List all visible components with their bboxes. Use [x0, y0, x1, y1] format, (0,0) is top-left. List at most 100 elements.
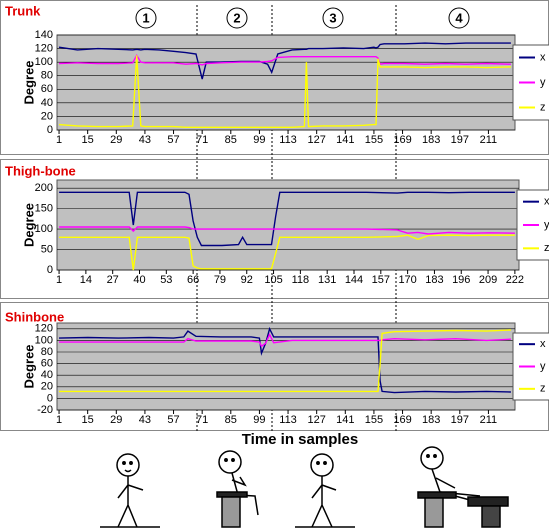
legend-label: y — [544, 219, 549, 231]
x-tick-label: 222 — [506, 274, 524, 286]
x-tick-label: 66 — [187, 274, 199, 286]
x-tick-label: 183 — [425, 274, 443, 286]
x-tick-label: 105 — [264, 274, 282, 286]
plot-area — [56, 322, 516, 411]
chart-title: Trunk — [5, 3, 41, 18]
y-tick-label: 200 — [35, 182, 53, 194]
y-tick-label: 20 — [41, 381, 53, 393]
y-tick-label: 0 — [47, 264, 53, 276]
x-tick-label: 183 — [422, 414, 440, 426]
series-line — [58, 326, 511, 394]
y-tick-label: 120 — [35, 323, 53, 335]
x-tick-label: 14 — [80, 274, 92, 286]
x-tick-label: 92 — [241, 274, 253, 286]
x-tick-label: 85 — [225, 134, 237, 146]
x-axis-title: Time in samples — [242, 431, 358, 448]
series-line — [58, 53, 511, 66]
x-tick-label: 113 — [279, 414, 297, 426]
series-line — [59, 191, 515, 247]
x-tick-label: 29 — [110, 414, 122, 426]
x-tick-label: 57 — [167, 134, 179, 146]
x-tick-label: 85 — [225, 414, 237, 426]
x-tick-label: 155 — [365, 134, 383, 146]
y-tick-label: 80 — [41, 346, 53, 358]
x-tick-label: 157 — [372, 274, 390, 286]
x-tick-label: 170 — [398, 274, 416, 286]
y-tick-label: 80 — [41, 70, 53, 82]
y-tick-label: 0 — [47, 392, 53, 404]
x-tick-label: 57 — [167, 414, 179, 426]
x-tick-label: 29 — [110, 134, 122, 146]
x-tick-label: 15 — [82, 414, 94, 426]
phase-circle — [448, 7, 470, 29]
x-tick-label: 71 — [196, 134, 208, 146]
x-tick-label: 113 — [279, 134, 297, 146]
y-tick-label: 60 — [41, 358, 53, 370]
x-tick-label: 43 — [139, 134, 151, 146]
x-tick-label: 118 — [292, 274, 310, 286]
legend-label: x — [540, 338, 546, 350]
series-line — [59, 234, 515, 271]
series-line — [59, 226, 515, 235]
y-tick-label: 20 — [41, 110, 53, 122]
x-tick-label: 1 — [56, 274, 62, 286]
x-tick-label: 131 — [318, 274, 336, 286]
x-tick-label: 1 — [56, 414, 62, 426]
phase-label: 1 — [142, 10, 149, 25]
legend-label: x — [540, 51, 546, 63]
x-tick-label: 27 — [107, 274, 119, 286]
y-tick-label: 100 — [35, 334, 53, 346]
x-tick-label: 183 — [422, 134, 440, 146]
series-line — [58, 55, 511, 128]
x-tick-label: 127 — [307, 134, 325, 146]
y-tick-label: 60 — [41, 83, 53, 95]
y-axis-label: Degree — [21, 60, 36, 104]
x-tick-label: 79 — [214, 274, 226, 286]
x-tick-label: 169 — [393, 134, 411, 146]
x-tick-label: 144 — [345, 274, 363, 286]
chart-title: Shinbone — [5, 309, 64, 324]
chart-title: Thigh-bone — [5, 163, 76, 178]
y-axis-label: Degree — [21, 344, 36, 388]
y-tick-label: 100 — [35, 223, 53, 235]
x-tick-label: 141 — [336, 414, 354, 426]
y-tick-label: 150 — [35, 203, 53, 215]
x-tick-label: 43 — [139, 414, 151, 426]
y-tick-label: 40 — [41, 97, 53, 109]
x-tick-label: 40 — [133, 274, 145, 286]
x-tick-label: 141 — [336, 134, 354, 146]
x-tick-label: 197 — [451, 414, 469, 426]
phase-label: 3 — [329, 10, 336, 25]
x-tick-label: 1 — [56, 134, 62, 146]
phase-circle — [322, 7, 344, 29]
y-tick-label: 50 — [41, 243, 53, 255]
phase-circle — [226, 7, 248, 29]
x-tick-label: 71 — [196, 414, 208, 426]
x-tick-label: 127 — [307, 414, 325, 426]
legend-label: x — [544, 196, 549, 208]
y-tick-label: 120 — [35, 42, 53, 54]
legend-label: z — [540, 383, 546, 395]
x-tick-label: 99 — [253, 134, 265, 146]
y-tick-label: -20 — [37, 404, 53, 416]
x-tick-label: 196 — [452, 274, 470, 286]
x-tick-label: 155 — [365, 414, 383, 426]
y-tick-label: 0 — [47, 124, 53, 136]
series-line — [58, 42, 511, 80]
series-line — [59, 332, 511, 348]
x-tick-label: 197 — [451, 134, 469, 146]
x-tick-label: 15 — [82, 134, 94, 146]
y-axis-label: Degree — [21, 203, 36, 247]
x-tick-label: 53 — [160, 274, 172, 286]
legend-label: z — [540, 101, 546, 113]
x-tick-label: 169 — [393, 414, 411, 426]
legend-label: y — [540, 76, 546, 88]
x-tick-label: 99 — [253, 414, 265, 426]
y-tick-label: 40 — [41, 369, 53, 381]
y-tick-label: 140 — [35, 29, 53, 41]
phase-label: 4 — [455, 10, 463, 25]
y-tick-label: 100 — [35, 56, 53, 68]
x-tick-label: 209 — [479, 274, 497, 286]
phase-label: 2 — [233, 10, 240, 25]
